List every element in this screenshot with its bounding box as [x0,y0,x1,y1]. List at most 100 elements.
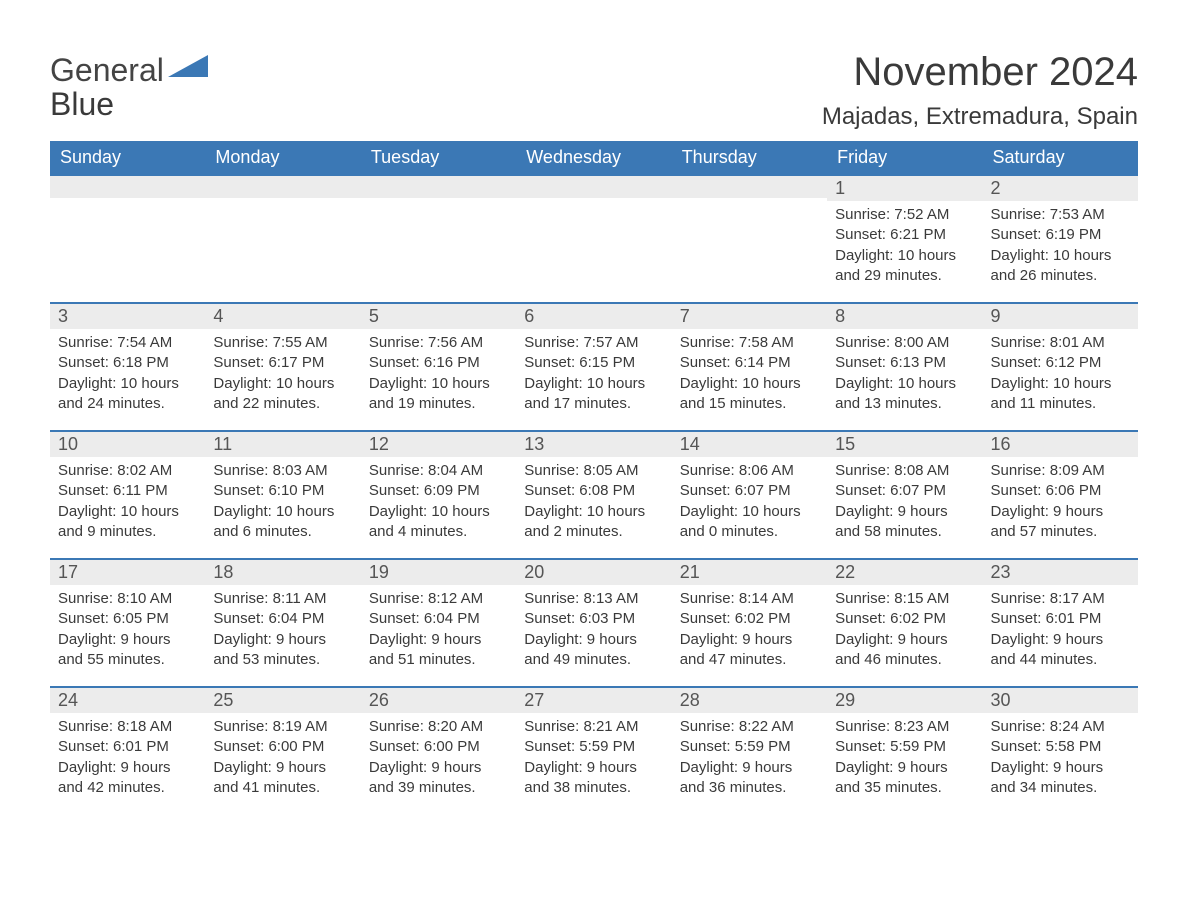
calendar-day-cell: 1 Sunrise: 7:52 AMSunset: 6:21 PMDaylight… [827,174,982,302]
calendar-day-cell [205,174,360,302]
sunrise-line: Sunrise: 8:18 AM [58,717,197,737]
day-details: Sunrise: 8:21 AMSunset: 5:59 PMDaylight:… [516,713,671,806]
sunrise-line: Sunrise: 8:04 AM [369,461,508,481]
day-number: 6 [516,302,671,329]
sunset-line: Sunset: 6:14 PM [680,353,819,373]
sunset-line: Sunset: 6:01 PM [991,609,1130,629]
day-details: Sunrise: 8:18 AMSunset: 6:01 PMDaylight:… [50,713,205,806]
daylight-line: Daylight: 9 hours and 49 minutes. [524,630,663,671]
day-number: 3 [50,302,205,329]
daylight-line: Daylight: 9 hours and 34 minutes. [991,758,1130,799]
calendar-day-cell [672,174,827,302]
sunset-line: Sunset: 6:00 PM [369,737,508,757]
sunset-line: Sunset: 6:07 PM [680,481,819,501]
day-details: Sunrise: 8:08 AMSunset: 6:07 PMDaylight:… [827,457,982,550]
calendar-day-cell: 28Sunrise: 8:22 AMSunset: 5:59 PMDayligh… [672,686,827,814]
sunset-line: Sunset: 5:58 PM [991,737,1130,757]
header-row: General Blue November 2024 Majadas, Extr… [50,50,1138,131]
calendar-day-cell: 17Sunrise: 8:10 AMSunset: 6:05 PMDayligh… [50,558,205,686]
logo: General Blue [50,50,208,123]
weekday-header: Saturday [983,141,1138,174]
day-number: 1 [827,174,982,201]
calendar-day-cell: 25Sunrise: 8:19 AMSunset: 6:00 PMDayligh… [205,686,360,814]
day-details: Sunrise: 8:13 AMSunset: 6:03 PMDaylight:… [516,585,671,678]
daylight-line: Daylight: 10 hours and 15 minutes. [680,374,819,415]
day-number: 13 [516,430,671,457]
day-details: Sunrise: 8:15 AMSunset: 6:02 PMDaylight:… [827,585,982,678]
sunrise-line: Sunrise: 8:10 AM [58,589,197,609]
daylight-line: Daylight: 9 hours and 58 minutes. [835,502,974,543]
calendar-day-cell [50,174,205,302]
day-details: Sunrise: 7:58 AMSunset: 6:14 PMDaylight:… [672,329,827,422]
sunrise-line: Sunrise: 7:52 AM [835,205,974,225]
daylight-line: Daylight: 10 hours and 24 minutes. [58,374,197,415]
sunrise-line: Sunrise: 7:55 AM [213,333,352,353]
daylight-line: Daylight: 10 hours and 29 minutes. [835,246,974,287]
day-details: Sunrise: 8:09 AMSunset: 6:06 PMDaylight:… [983,457,1138,550]
day-details: Sunrise: 8:19 AMSunset: 6:00 PMDaylight:… [205,713,360,806]
sunrise-line: Sunrise: 8:24 AM [991,717,1130,737]
weekday-header: Friday [827,141,982,174]
day-number: 19 [361,558,516,585]
calendar-day-cell [516,174,671,302]
daylight-line: Daylight: 9 hours and 55 minutes. [58,630,197,671]
sunset-line: Sunset: 6:12 PM [991,353,1130,373]
calendar-day-cell: 18Sunrise: 8:11 AMSunset: 6:04 PMDayligh… [205,558,360,686]
day-details: Sunrise: 8:06 AMSunset: 6:07 PMDaylight:… [672,457,827,550]
sunrise-line: Sunrise: 8:08 AM [835,461,974,481]
calendar-week-row: 1Sunrise: 7:52 AMSunset: 6:21 PMDaylight… [50,174,1138,302]
daylight-line: Daylight: 10 hours and 19 minutes. [369,374,508,415]
day-details: Sunrise: 8:12 AMSunset: 6:04 PMDaylight:… [361,585,516,678]
calendar-day-cell: 4Sunrise: 7:55 AMSunset: 6:17 PMDaylight… [205,302,360,430]
day-details: Sunrise: 8:02 AMSunset: 6:11 PMDaylight:… [50,457,205,550]
day-number: 11 [205,430,360,457]
calendar-day-cell: 3Sunrise: 7:54 AMSunset: 6:18 PMDaylight… [50,302,205,430]
day-details: Sunrise: 8:10 AMSunset: 6:05 PMDaylight:… [50,585,205,678]
sunset-line: Sunset: 5:59 PM [524,737,663,757]
calendar-day-cell: 6Sunrise: 7:57 AMSunset: 6:15 PMDaylight… [516,302,671,430]
sunrise-line: Sunrise: 8:23 AM [835,717,974,737]
sunrise-line: Sunrise: 8:03 AM [213,461,352,481]
sunrise-line: Sunrise: 8:21 AM [524,717,663,737]
day-details: Sunrise: 8:22 AMSunset: 5:59 PMDaylight:… [672,713,827,806]
day-details: Sunrise: 8:17 AMSunset: 6:01 PMDaylight:… [983,585,1138,678]
day-number: 15 [827,430,982,457]
calendar-week-row: 3Sunrise: 7:54 AMSunset: 6:18 PMDaylight… [50,302,1138,430]
sunset-line: Sunset: 6:03 PM [524,609,663,629]
sunset-line: Sunset: 6:11 PM [58,481,197,501]
day-number: 4 [205,302,360,329]
day-details: Sunrise: 8:03 AMSunset: 6:10 PMDaylight:… [205,457,360,550]
sunrise-line: Sunrise: 8:06 AM [680,461,819,481]
daylight-line: Daylight: 10 hours and 13 minutes. [835,374,974,415]
daylight-line: Daylight: 9 hours and 36 minutes. [680,758,819,799]
day-number: 25 [205,686,360,713]
calendar-day-cell: 11Sunrise: 8:03 AMSunset: 6:10 PMDayligh… [205,430,360,558]
day-details: Sunrise: 7:54 AMSunset: 6:18 PMDaylight:… [50,329,205,422]
day-number: 10 [50,430,205,457]
daylight-line: Daylight: 9 hours and 39 minutes. [369,758,508,799]
day-number-empty [516,174,671,198]
weekday-header: Tuesday [361,141,516,174]
sunset-line: Sunset: 6:08 PM [524,481,663,501]
calendar-day-cell: 30Sunrise: 8:24 AMSunset: 5:58 PMDayligh… [983,686,1138,814]
sunrise-line: Sunrise: 7:58 AM [680,333,819,353]
daylight-line: Daylight: 9 hours and 35 minutes. [835,758,974,799]
sunset-line: Sunset: 6:21 PM [835,225,974,245]
calendar-day-cell: 22Sunrise: 8:15 AMSunset: 6:02 PMDayligh… [827,558,982,686]
sunrise-line: Sunrise: 8:05 AM [524,461,663,481]
day-number-empty [672,174,827,198]
day-number: 8 [827,302,982,329]
logo-triangle-icon [168,50,208,82]
sunrise-line: Sunrise: 8:20 AM [369,717,508,737]
sunset-line: Sunset: 6:00 PM [213,737,352,757]
day-details: Sunrise: 8:11 AMSunset: 6:04 PMDaylight:… [205,585,360,678]
calendar-week-row: 24Sunrise: 8:18 AMSunset: 6:01 PMDayligh… [50,686,1138,814]
day-details: Sunrise: 8:14 AMSunset: 6:02 PMDaylight:… [672,585,827,678]
sunset-line: Sunset: 6:04 PM [213,609,352,629]
month-title: November 2024 [822,50,1138,95]
daylight-line: Daylight: 10 hours and 26 minutes. [991,246,1130,287]
sunset-line: Sunset: 6:17 PM [213,353,352,373]
day-details: Sunrise: 7:55 AMSunset: 6:17 PMDaylight:… [205,329,360,422]
day-number-empty [50,174,205,198]
calendar-day-cell: 26Sunrise: 8:20 AMSunset: 6:00 PMDayligh… [361,686,516,814]
